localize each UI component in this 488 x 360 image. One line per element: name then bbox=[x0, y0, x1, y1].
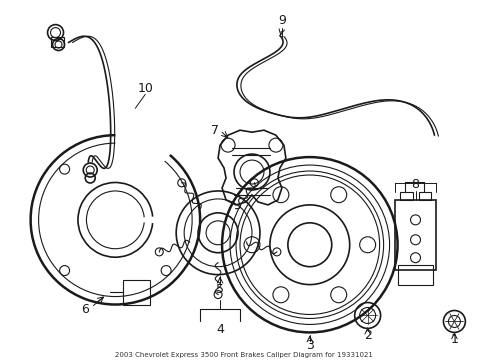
Text: 10: 10 bbox=[137, 82, 153, 95]
Text: 6: 6 bbox=[81, 303, 89, 316]
Text: 5: 5 bbox=[216, 283, 224, 296]
Text: 7: 7 bbox=[211, 124, 219, 137]
Text: 9: 9 bbox=[277, 14, 285, 27]
Text: 3: 3 bbox=[305, 339, 313, 352]
Text: 1: 1 bbox=[449, 333, 457, 346]
Text: 2003 Chevrolet Express 3500 Front Brakes Caliper Diagram for 19331021: 2003 Chevrolet Express 3500 Front Brakes… bbox=[115, 352, 372, 358]
Text: 4: 4 bbox=[216, 323, 224, 336]
Text: 2: 2 bbox=[363, 329, 371, 342]
Text: 8: 8 bbox=[411, 179, 419, 192]
